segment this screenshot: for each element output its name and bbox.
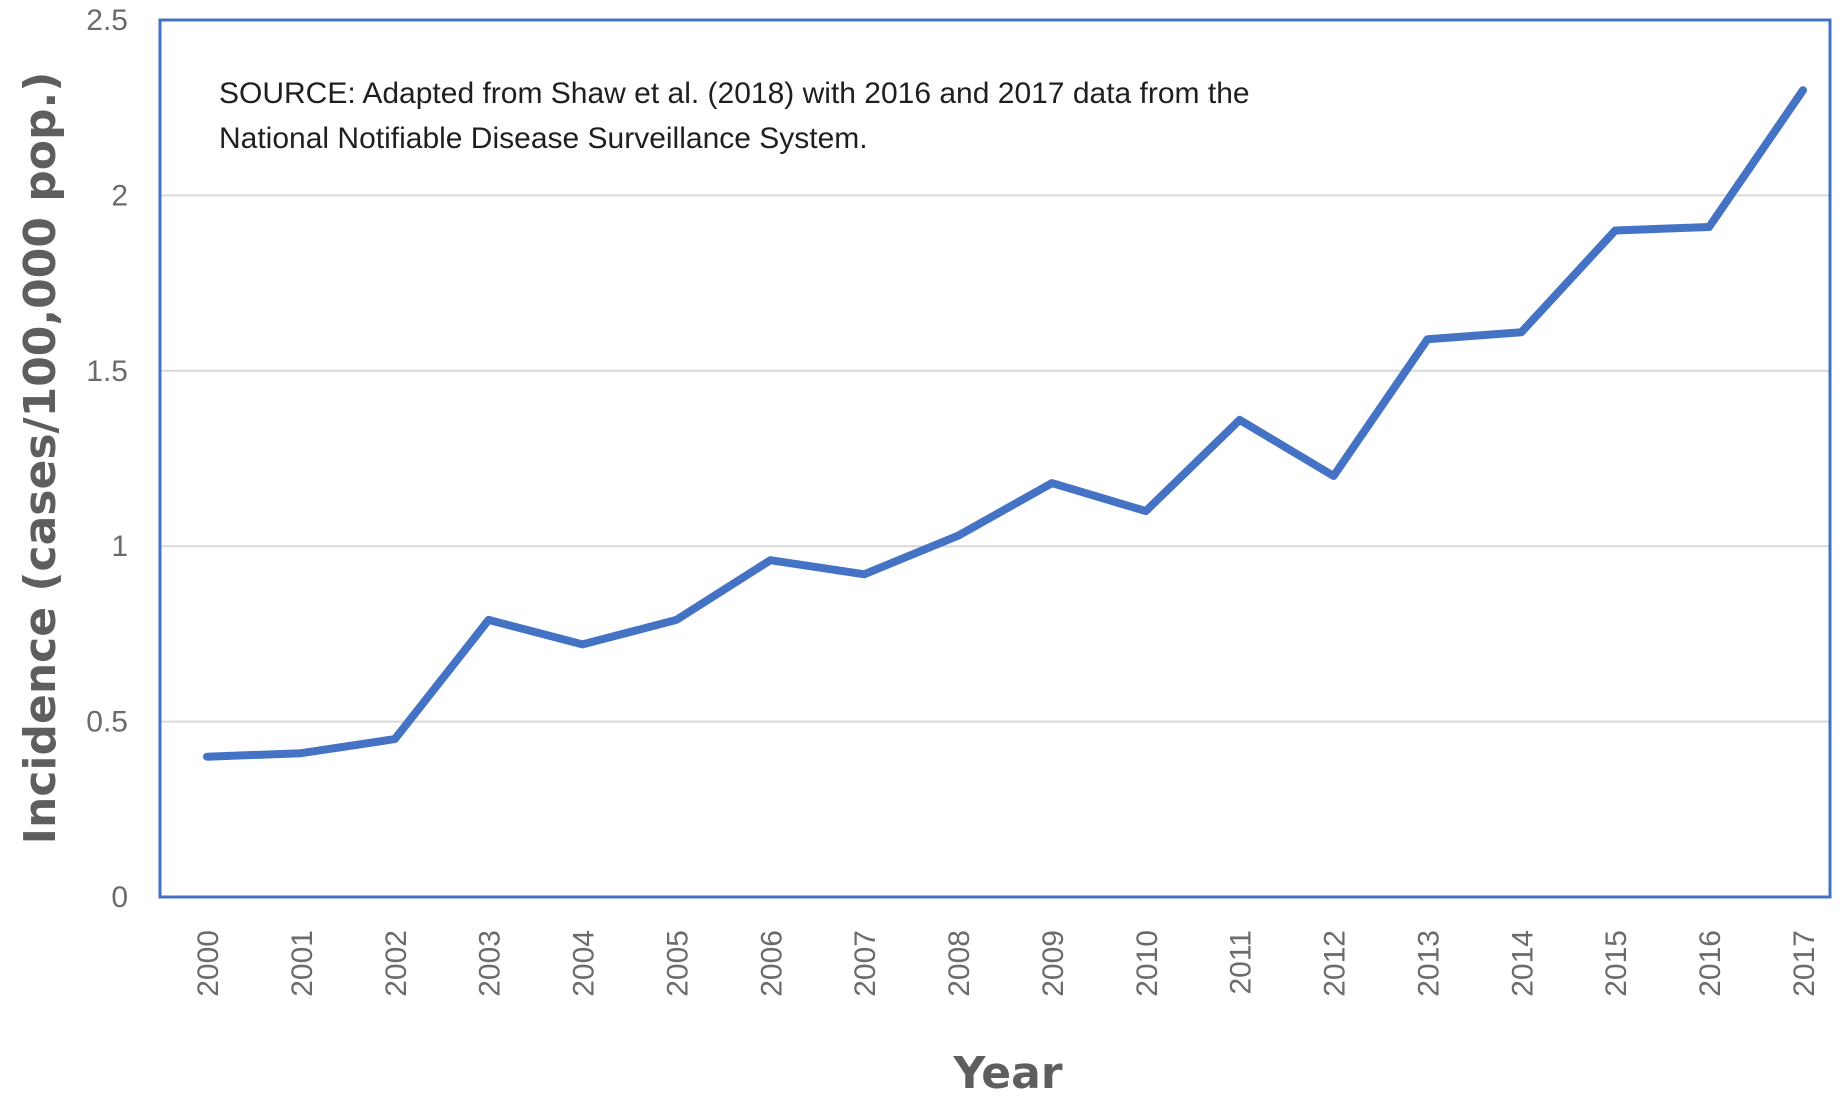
x-tick-label: 2012 <box>1319 930 1352 997</box>
x-tick-label: 2001 <box>286 930 319 997</box>
y-tick-label: 1 <box>111 530 128 563</box>
x-tick-label: 2015 <box>1600 930 1633 997</box>
x-tick-label: 2000 <box>192 930 225 997</box>
y-tick-label: 1.5 <box>86 355 128 388</box>
plot-area-frame <box>158 18 1832 899</box>
y-tick-label: 2.5 <box>86 4 128 37</box>
x-tick-label: 2011 <box>1225 930 1258 995</box>
x-tick-label: 2008 <box>943 930 976 997</box>
series-line-0 <box>203 86 1807 761</box>
x-axis-title: Year <box>952 1048 1062 1097</box>
series-lines <box>203 86 1807 761</box>
x-axis-tick-labels: 2000 2001 2002 2003 2004 2005 2006 2007 2008 2009… <box>192 930 1821 997</box>
y-tick-label: 0.5 <box>86 706 128 739</box>
x-tick-label: 2007 <box>849 930 882 997</box>
y-axis-tick-labels: 0 0.5 1 1.5 2 2.5 <box>86 4 128 914</box>
x-tick-label: 2003 <box>474 930 507 997</box>
source-annotation-line-2: National Notifiable Disease Surveillance… <box>219 122 868 155</box>
x-tick-label: 2005 <box>661 930 694 997</box>
x-tick-label: 2014 <box>1506 930 1539 997</box>
gridlines <box>160 194 1830 723</box>
x-tick-label: 2016 <box>1694 930 1727 997</box>
x-tick-label: 2002 <box>380 930 413 997</box>
x-tick-label: 2004 <box>568 930 601 997</box>
source-annotation-line-1: SOURCE: Adapted from Shaw et al. (2018) … <box>219 77 1250 110</box>
x-tick-label: 2006 <box>755 930 788 997</box>
x-tick-label: 2017 <box>1788 930 1821 997</box>
x-tick-label: 2010 <box>1131 930 1164 997</box>
y-tick-label: 0 <box>111 881 128 914</box>
y-axis-title: Incidence (cases/100,000 pop.) <box>15 72 66 845</box>
y-tick-label: 2 <box>111 179 128 212</box>
x-tick-label: 2009 <box>1037 930 1070 997</box>
x-tick-label: 2013 <box>1412 930 1445 997</box>
